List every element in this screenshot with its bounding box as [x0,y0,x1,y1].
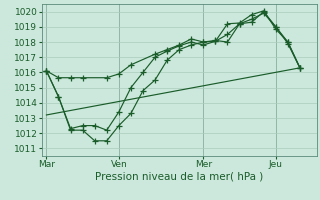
X-axis label: Pression niveau de la mer( hPa ): Pression niveau de la mer( hPa ) [95,172,263,182]
